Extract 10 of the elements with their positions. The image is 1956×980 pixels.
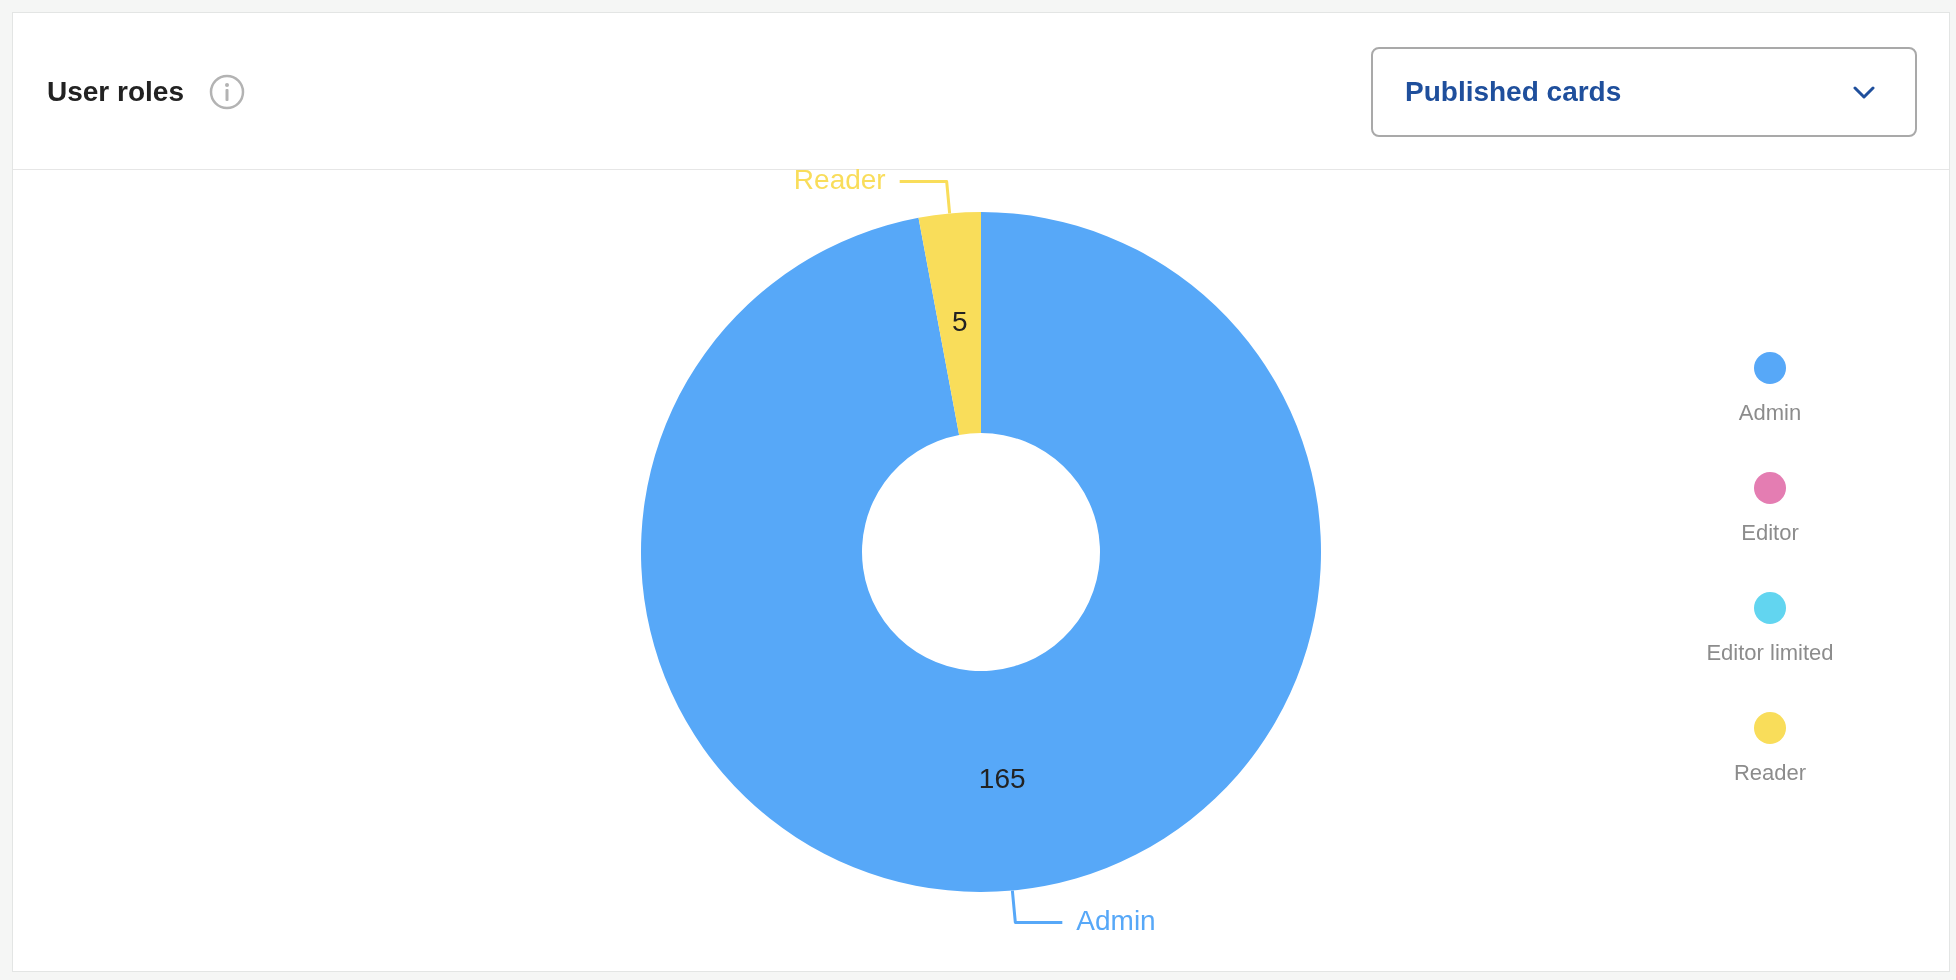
slice-label: Admin xyxy=(1076,905,1156,937)
legend-label: Editor limited xyxy=(1706,640,1834,666)
text: User roles xyxy=(47,75,184,109)
data-label: 5 xyxy=(952,306,968,338)
legend-label: Admin xyxy=(1738,400,1802,426)
data-label: 165 xyxy=(978,763,1026,795)
chart-subtitle: Published cards xyxy=(1405,75,1622,109)
legend-label: Reader xyxy=(1733,760,1807,786)
slice-label: Reader xyxy=(793,164,886,196)
legend-label: Editor xyxy=(1741,520,1799,546)
